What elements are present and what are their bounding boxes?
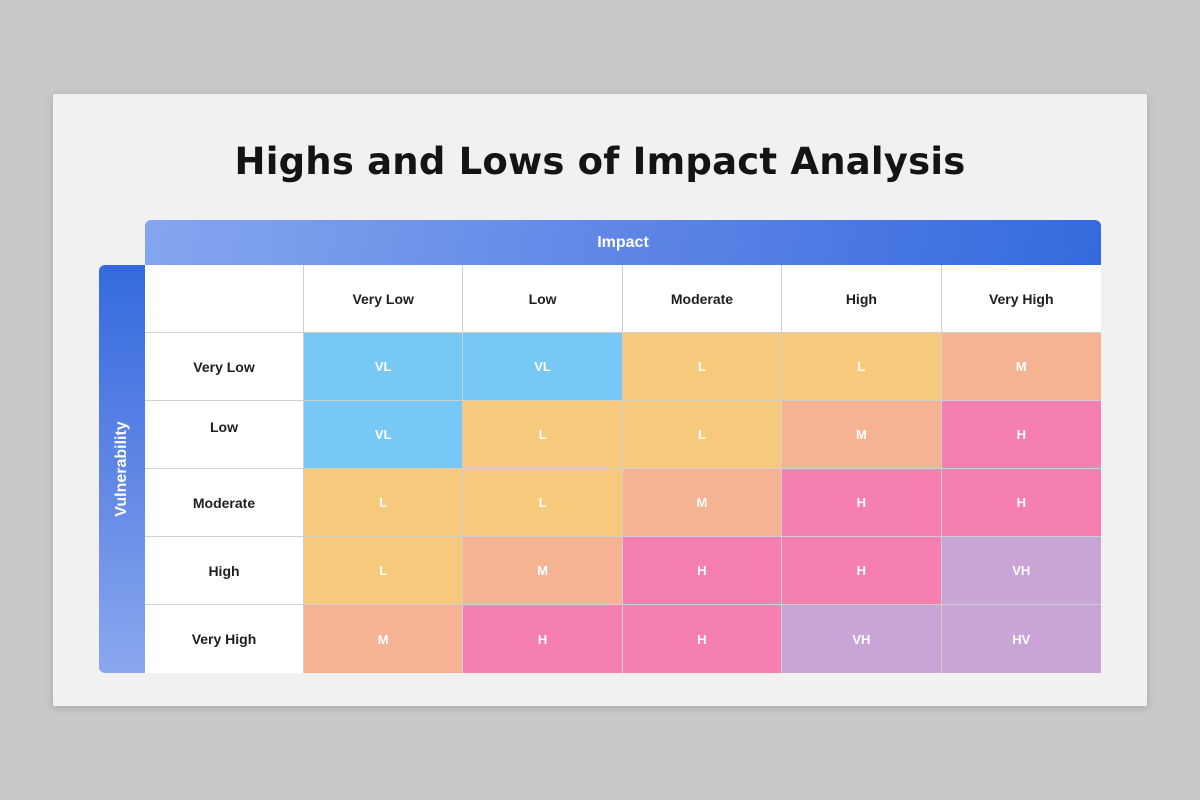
matrix-cell: M: [304, 605, 464, 673]
matrix-cell: H: [622, 537, 783, 605]
matrix-cell: VH: [782, 605, 942, 673]
matrix-cell: M: [622, 469, 783, 537]
matrix-cell: H: [782, 537, 942, 605]
column-header: Low: [463, 265, 623, 333]
matrix-cell: L: [622, 401, 783, 469]
page-title: Highs and Lows of Impact Analysis: [234, 140, 966, 183]
matrix-cell: VL: [304, 333, 464, 401]
corner-cell: [145, 265, 304, 333]
row-header: High: [145, 537, 304, 605]
row-header: Very High: [145, 605, 304, 673]
matrix-cell: HV: [941, 605, 1101, 673]
matrix-cell: M: [463, 537, 623, 605]
matrix-cell: H: [463, 605, 623, 673]
matrix-cell: M: [941, 333, 1101, 401]
matrix-cell: VL: [463, 333, 623, 401]
column-header: Very High: [941, 265, 1101, 333]
matrix-cell: L: [304, 537, 464, 605]
row-header: Very Low: [145, 333, 304, 401]
matrix-cell: L: [304, 469, 464, 537]
impact-label: Impact: [597, 233, 649, 251]
risk-matrix: Very Low Low Moderate High Very High Ver…: [145, 265, 1101, 673]
vulnerability-side-bar: [99, 265, 145, 673]
matrix-cell: VH: [941, 537, 1101, 605]
matrix-cell: H: [941, 401, 1101, 469]
row-header: Moderate: [145, 469, 304, 537]
matrix-cell: L: [782, 333, 942, 401]
vulnerability-label: Vulnerability: [113, 421, 130, 517]
column-header: High: [782, 265, 942, 333]
impact-header-bar: Impact: [145, 220, 1101, 265]
column-header: Very Low: [304, 265, 464, 333]
matrix-cell: H: [941, 469, 1101, 537]
matrix-cell: VL: [304, 401, 464, 469]
column-header: Moderate: [622, 265, 783, 333]
matrix-cell: H: [622, 605, 783, 673]
row-header: Low: [145, 401, 304, 469]
matrix-cell: L: [463, 469, 623, 537]
matrix-cell: L: [463, 401, 623, 469]
matrix-cell: L: [622, 333, 783, 401]
matrix-cell: H: [782, 469, 942, 537]
matrix-cell: M: [782, 401, 942, 469]
